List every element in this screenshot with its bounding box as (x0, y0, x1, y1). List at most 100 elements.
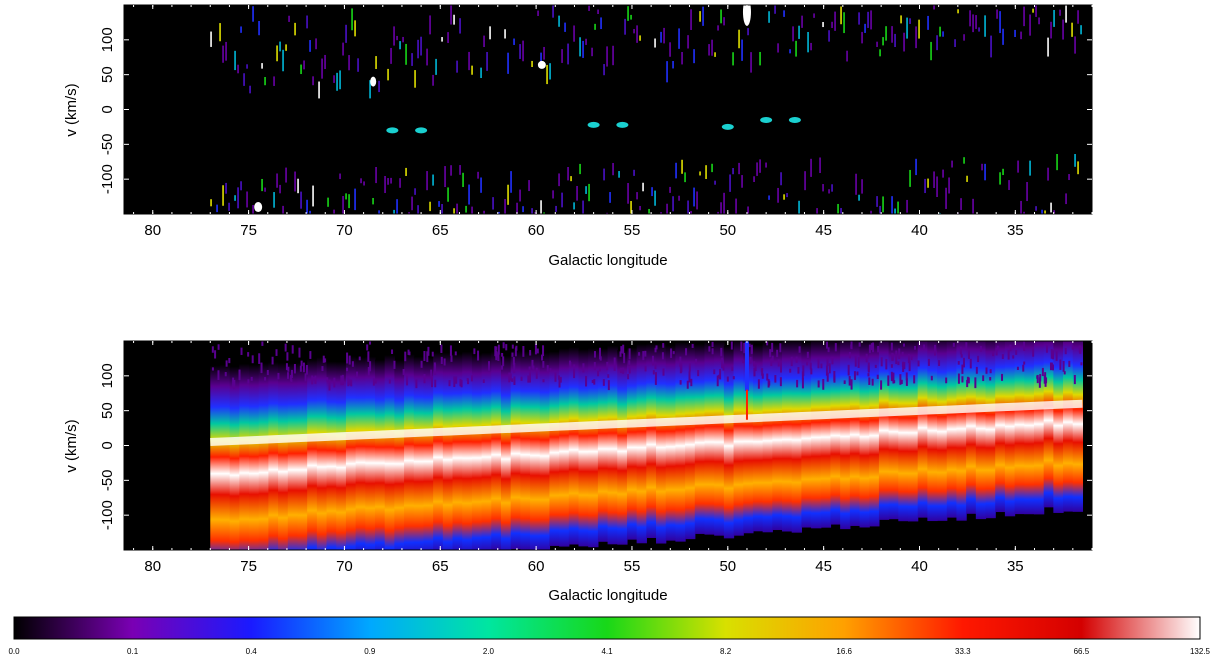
y-tick-label: -50 (99, 133, 116, 155)
emission-streak (882, 37, 884, 46)
emission-streak (666, 203, 668, 214)
emission-streak (714, 180, 716, 185)
y-axis-title-bottom: v (km/s) (63, 419, 80, 472)
emission-streak (687, 200, 689, 214)
emission-streak (666, 61, 668, 83)
noise-speck (901, 351, 904, 356)
emission-streak (747, 206, 749, 214)
emission-clump (760, 116, 773, 123)
colorbar-tick-label: 0.9 (364, 647, 376, 656)
emission-streak (333, 209, 335, 214)
emission-streak (1065, 5, 1067, 23)
noise-speck (427, 346, 430, 356)
emission-streak (561, 49, 563, 63)
emission-streak (264, 76, 266, 86)
emission-streak (807, 31, 809, 53)
emission-column (801, 341, 812, 528)
noise-speck (679, 380, 682, 385)
emission-streak (519, 44, 521, 59)
emission-streak (984, 163, 986, 181)
emission-streak (870, 10, 872, 30)
emission-column (307, 359, 318, 550)
noise-speck (913, 375, 916, 384)
noise-speck (770, 358, 773, 366)
emission-streak (324, 54, 326, 70)
noise-speck (340, 375, 343, 386)
emission-streak (693, 187, 695, 207)
noise-speck (420, 360, 423, 368)
emission-clump (386, 127, 399, 134)
emission-streak (507, 184, 509, 205)
emission-column (559, 348, 570, 547)
emission-streak (1065, 193, 1067, 205)
colorbar-tick-label: 0.4 (246, 647, 258, 656)
emission-streak (384, 175, 386, 194)
emission-streak (711, 39, 713, 56)
noise-speck (501, 365, 504, 370)
emission-streak (345, 24, 347, 43)
emission-streak (831, 21, 833, 28)
y-tick-label: 100 (99, 363, 116, 388)
y-tick-label: 0 (99, 105, 116, 113)
noise-speck (358, 356, 361, 361)
emission-streak (405, 43, 407, 65)
emission-streak (567, 166, 569, 181)
emission-streak (663, 27, 665, 44)
x-tick-label: 50 (719, 222, 736, 239)
noise-speck (322, 355, 325, 363)
emission-streak (522, 206, 524, 213)
emission-streak (945, 187, 947, 209)
noise-speck (895, 350, 898, 355)
noise-speck (287, 372, 290, 379)
emission-streak (972, 14, 974, 33)
emission-streak (870, 210, 872, 214)
emission-column (849, 341, 861, 526)
emission-streak (348, 194, 350, 209)
noise-speck (753, 361, 756, 367)
noise-speck (238, 369, 241, 381)
emission-streak (846, 50, 848, 62)
noise-speck (542, 345, 545, 357)
noise-speck (597, 370, 600, 377)
emission-streak (342, 196, 344, 214)
emission-streak (606, 46, 608, 67)
emission-streak (276, 45, 278, 62)
emission-streak (1023, 211, 1025, 214)
noise-speck (593, 379, 596, 385)
noise-speck (927, 358, 930, 366)
noise-speck (867, 373, 870, 377)
emission-streak (228, 202, 230, 211)
bright-feature (537, 60, 546, 69)
colorbar-tick-label: 33.3 (955, 647, 971, 656)
emission-column (355, 357, 366, 550)
emission-streak (1029, 160, 1031, 176)
noise-speck (266, 369, 269, 376)
noise-speck (1038, 377, 1041, 388)
emission-streak (393, 26, 395, 46)
noise-speck (511, 378, 514, 382)
emission-streak (672, 60, 674, 69)
noise-speck (1016, 366, 1019, 370)
noise-speck (749, 356, 752, 364)
noise-speck (877, 345, 880, 353)
emission-streak (792, 26, 794, 42)
noise-speck (482, 379, 485, 383)
emission-streak (348, 55, 350, 71)
emission-streak (861, 179, 863, 194)
noise-speck (356, 371, 359, 378)
emission-streak (843, 12, 845, 34)
emission-column (423, 357, 434, 550)
emission-column (607, 345, 618, 545)
emission-streak (558, 15, 560, 27)
noise-speck (1064, 347, 1067, 355)
noise-speck (902, 361, 905, 372)
emission-streak (1026, 182, 1028, 202)
noise-speck (730, 341, 733, 350)
noise-speck (285, 363, 288, 371)
noise-speck (848, 352, 851, 359)
emission-streak (942, 169, 944, 178)
emission-streak (939, 26, 941, 37)
noise-speck (211, 346, 214, 353)
noise-speck (549, 368, 552, 372)
